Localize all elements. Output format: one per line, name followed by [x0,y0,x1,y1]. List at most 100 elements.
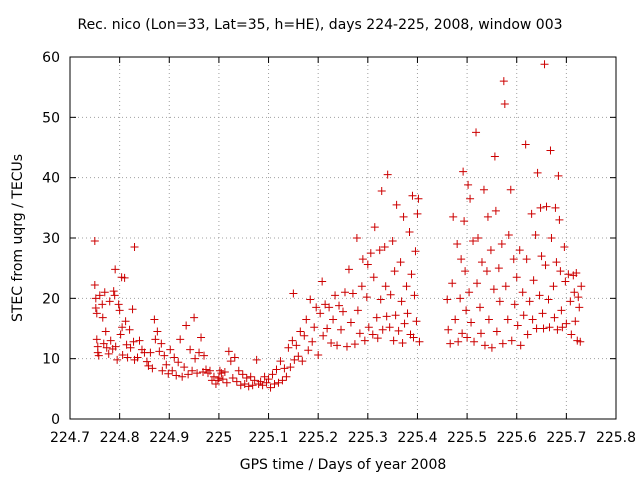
data-point [205,366,214,375]
data-point [390,267,399,276]
data-point [353,306,362,315]
data-point [98,300,107,309]
data-point [151,335,160,344]
axis-ticks [69,56,617,420]
data-point [211,380,220,389]
data-point [296,327,305,336]
data-point [457,255,466,264]
data-point [172,371,181,380]
data-point [346,318,355,327]
data-point [570,288,579,297]
data-point [116,330,125,339]
data-point [236,381,245,390]
data-point [308,337,317,346]
data-point [150,315,159,324]
data-point [545,323,554,332]
data-point [541,261,550,270]
data-point [209,372,218,381]
data-point [288,336,297,345]
data-point [492,327,501,336]
data-point [344,265,353,274]
y-tick-label: 50 [42,110,60,126]
data-point [467,318,476,327]
data-point [123,353,132,362]
data-point [560,243,569,252]
x-tick-label: 224.8 [100,430,140,446]
data-point [370,223,379,232]
data-point [408,191,417,200]
data-point [575,303,584,312]
data-point [567,330,576,339]
data-point [552,258,561,267]
data-point [475,303,484,312]
data-point [355,329,364,338]
data-point [470,337,479,346]
x-tick-label: 225.2 [298,430,338,446]
data-point [314,351,323,360]
data-point [126,343,135,352]
data-point [383,170,392,179]
data-point [461,267,470,276]
data-point [153,327,162,336]
data-point [217,369,226,378]
data-point [92,335,101,344]
data-point [339,307,347,316]
data-point [375,246,384,255]
data-point [115,306,124,315]
data-point [376,295,385,304]
data-point [230,353,239,362]
data-point [246,372,255,381]
data-point [451,315,460,324]
data-point [157,339,166,348]
data-point [304,346,313,355]
data-point [537,252,546,261]
data-point [110,291,119,300]
data-point [125,325,134,334]
data-point [248,381,257,390]
data-point [574,293,583,302]
y-tick-label: 20 [42,291,60,307]
data-point [490,152,499,161]
data-point [106,336,115,345]
data-point [449,212,458,221]
y-tick-label: 40 [42,171,60,187]
data-point [160,351,169,360]
data-point [142,357,151,366]
data-point [268,370,277,379]
y-tick-label: 60 [42,50,60,66]
data-point [91,303,100,312]
data-point [394,326,403,335]
data-point [529,276,538,285]
y-tick-labels: 0 10 20 30 40 50 60 [42,50,60,428]
data-point [90,281,99,290]
data-point [280,364,289,373]
data-point [405,227,414,236]
data-point [465,288,474,297]
data-point [472,128,481,137]
data-point [306,295,315,304]
data-point [222,378,231,387]
data-point [392,200,401,209]
data-point [479,185,488,194]
data-point [327,338,336,347]
data-point [366,249,375,258]
x-tick-label: 225.3 [348,430,388,446]
data-point [166,345,175,354]
data-point [388,237,397,246]
data-point [453,240,462,249]
data-point [535,291,544,300]
x-tick-label: 225.4 [397,430,437,446]
data-point [546,146,555,155]
data-point [409,333,418,342]
data-point [469,237,478,246]
x-tick-labels: 224.7 224.8 224.9 225 225.1 225.2 225.3 225.4 22… [50,430,636,446]
data-point [284,343,293,352]
data-point [234,366,243,375]
data-point [413,209,422,218]
data-point [102,343,111,352]
data-point [238,370,247,379]
data-point [104,349,113,358]
data-point [507,336,516,345]
data-point [101,327,110,336]
data-point [506,185,515,194]
